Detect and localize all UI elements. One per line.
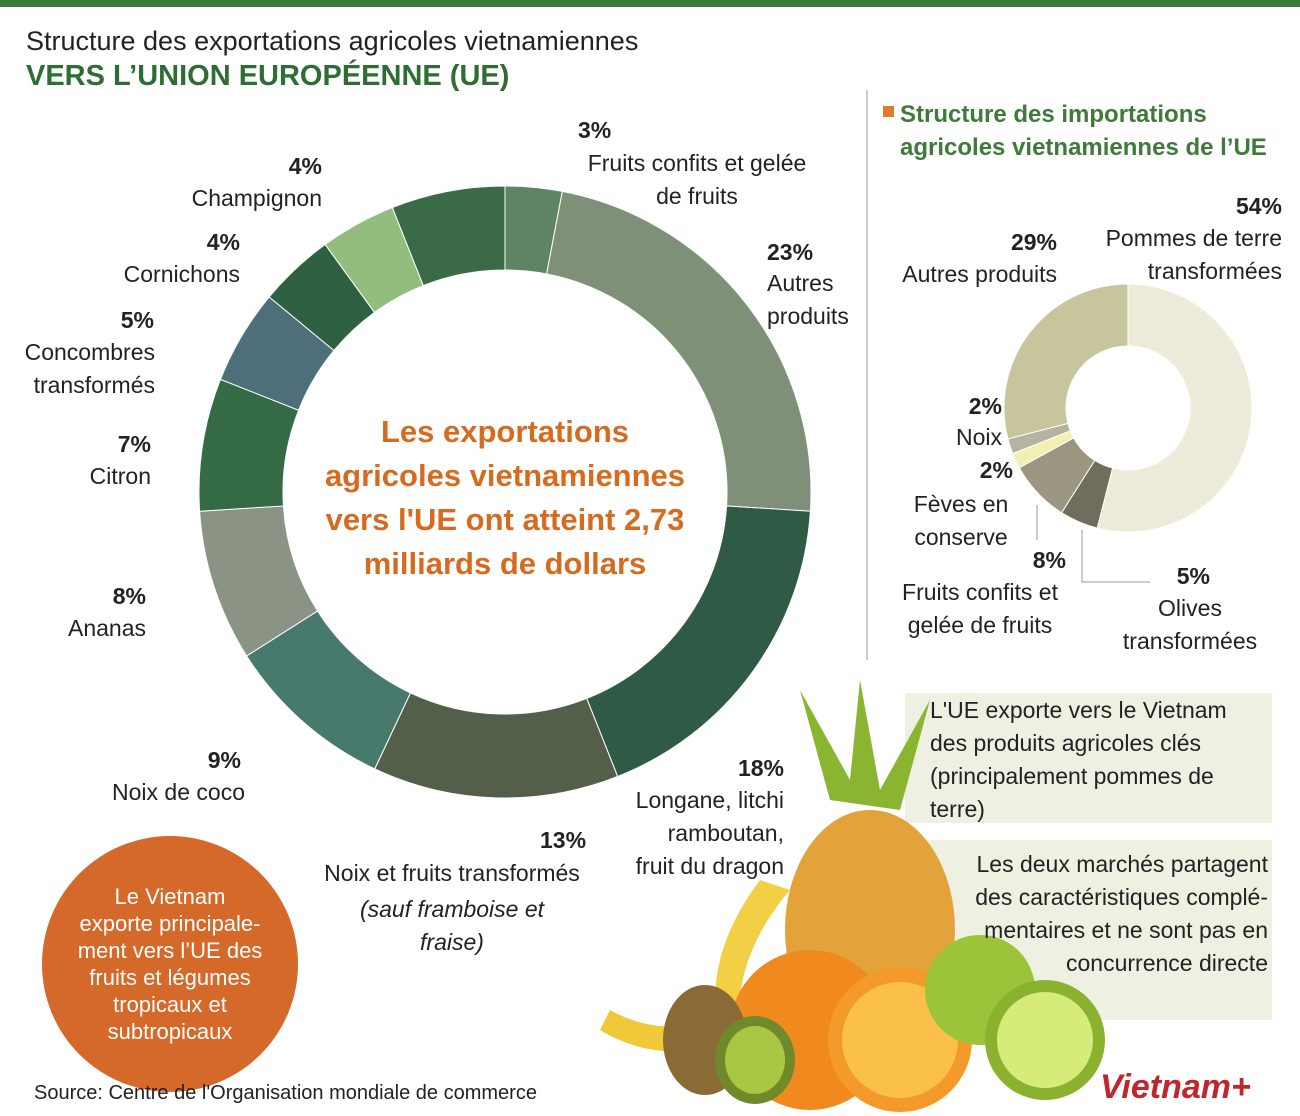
- chart-title: Structure des importations agricoles vie…: [900, 101, 1267, 161]
- category-label: Citron: [89, 463, 151, 489]
- value-label: 5%: [120, 307, 154, 333]
- category-label: Autres produits: [767, 270, 849, 329]
- category-label: Concombres transformés: [24, 339, 155, 398]
- value-label: 4%: [288, 153, 322, 179]
- category-label: Fèves en conserve: [913, 491, 1009, 550]
- category-label: Noix et fruits transformés: [324, 860, 580, 886]
- value-label: 8%: [112, 583, 146, 609]
- value-label: 18%: [737, 755, 784, 781]
- donut-segment: [374, 692, 619, 799]
- value-label: 5%: [1176, 563, 1210, 589]
- fruit-illustration: [600, 680, 1105, 1112]
- value-label: 2%: [968, 393, 1002, 419]
- donut-segment: [391, 185, 506, 287]
- value-label: 4%: [206, 229, 240, 255]
- header-subtitle: VERS L’UNION EUROPÉENNE (UE): [26, 60, 510, 92]
- category-label: Autres produits: [902, 261, 1057, 287]
- category-label: Cornichons: [123, 261, 240, 287]
- donut-segment: [1096, 283, 1253, 533]
- annotation: (sauf framboise et fraise): [359, 896, 545, 955]
- value-label: 54%: [1235, 193, 1282, 219]
- header-title: Structure des exportations agricoles vie…: [26, 26, 639, 56]
- category-label: Fruits confits et gelée de fruits: [902, 579, 1058, 638]
- note: Les deux marchés partagent des caractéri…: [975, 851, 1268, 976]
- value-label: 7%: [117, 431, 151, 457]
- category-label: Ananas: [67, 615, 146, 641]
- value-label: 8%: [1032, 547, 1066, 573]
- value-label: 2%: [979, 457, 1013, 483]
- value-label: 13%: [540, 827, 587, 853]
- logo: Vietnam+: [1100, 1068, 1251, 1106]
- value-label: 9%: [207, 747, 241, 773]
- category-label: Champignon: [191, 185, 322, 211]
- leader-line: [1081, 530, 1150, 583]
- highlight-circle: Le Vietnam exporte principale- ment vers…: [42, 836, 298, 1092]
- category-label: Noix: [955, 424, 1002, 450]
- value-label: 29%: [1010, 229, 1057, 255]
- note-box: [905, 693, 1272, 823]
- title-bullet: [883, 106, 894, 117]
- note: L'UE exporte vers le Vietnam des produit…: [930, 697, 1227, 822]
- category-label: Pommes de terre transformées: [1105, 225, 1282, 284]
- category-label: Olives transformées: [1122, 595, 1258, 654]
- source: Source: Centre de l'Organisation mondial…: [34, 1082, 537, 1104]
- top-bar: [0, 0, 1300, 7]
- value-label: 23%: [767, 239, 814, 265]
- donut-segment: [1003, 283, 1129, 440]
- center-text: Les exportations agricoles vietnamiennes…: [324, 414, 686, 581]
- value-label: 3%: [578, 117, 612, 143]
- donut-segment: [546, 190, 812, 512]
- category-label: Noix de coco: [112, 779, 245, 805]
- category-label: Longane, litchi ramboutan, fruit du drag…: [635, 787, 784, 879]
- category-label: Fruits confits et gelée de fruits: [587, 150, 807, 209]
